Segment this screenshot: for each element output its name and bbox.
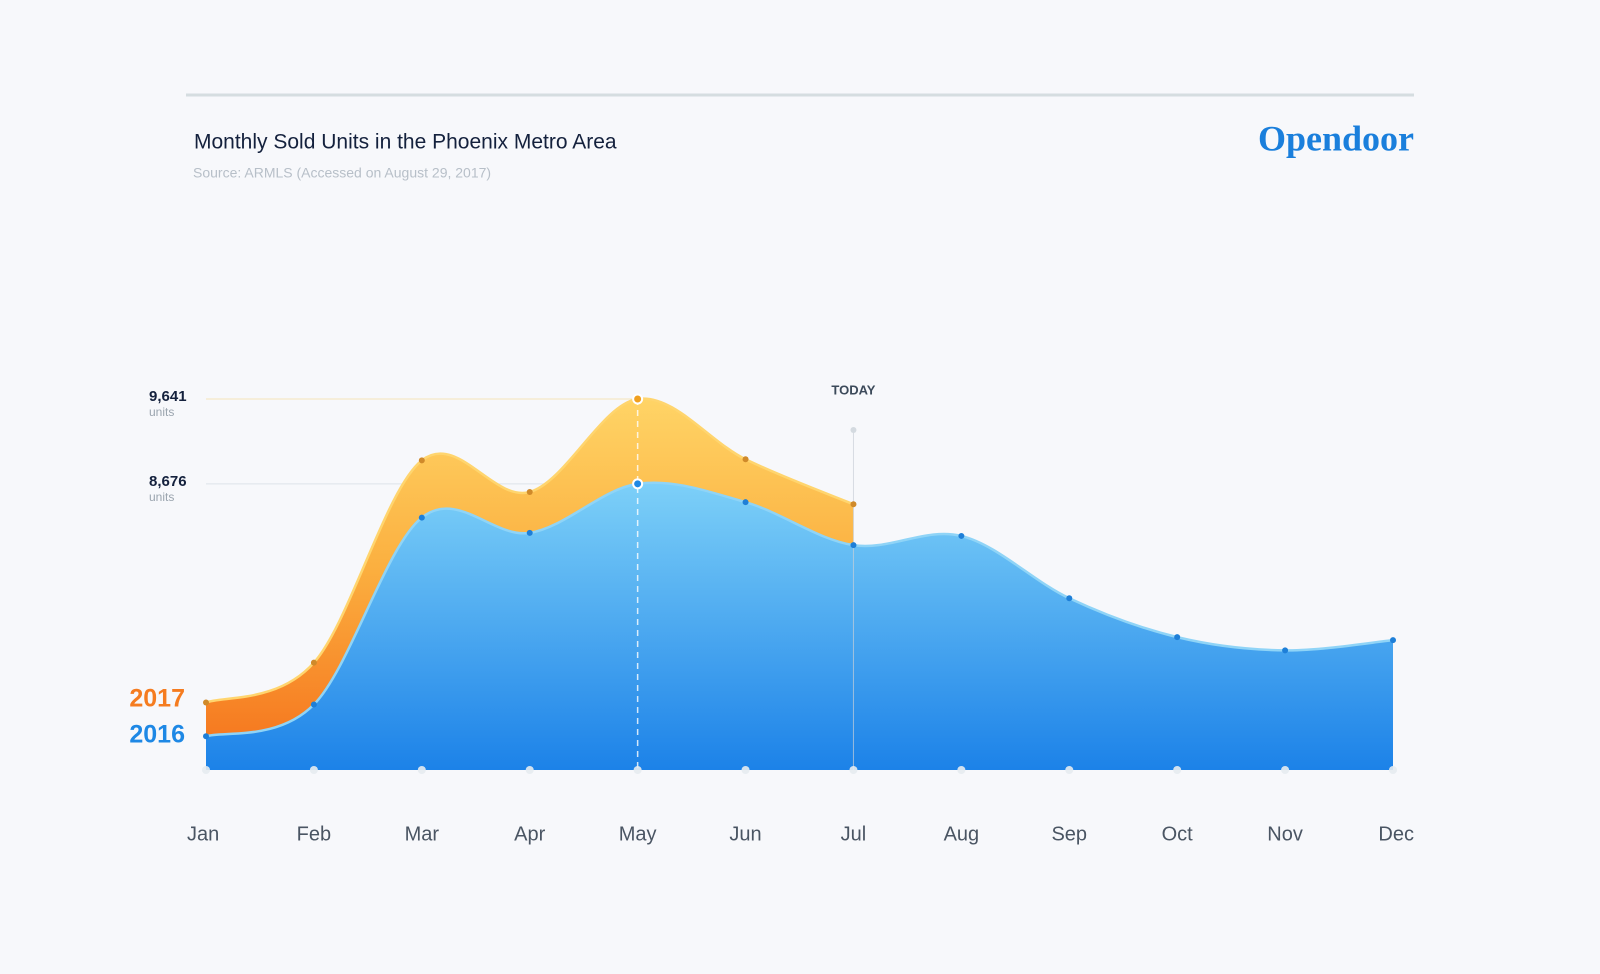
- x-tick-label: Dec: [1378, 823, 1414, 845]
- point: [418, 457, 425, 464]
- base-dot: [1389, 766, 1397, 774]
- point: [1390, 637, 1396, 644]
- x-tick-label: Mar: [405, 823, 440, 845]
- x-tick-label: Jan: [187, 823, 219, 845]
- y-tick-label: 9,641: [149, 388, 187, 405]
- area: [206, 482, 1393, 770]
- point: [203, 699, 209, 706]
- unit-label: units: [149, 405, 174, 419]
- base-dot: [1173, 766, 1182, 774]
- x-tick-label: Jul: [841, 823, 867, 845]
- point: [526, 488, 533, 495]
- x-tick-label: Aug: [944, 823, 980, 845]
- point: [632, 478, 644, 490]
- unit-label: units: [149, 490, 174, 504]
- x-tick-label: Feb: [297, 823, 331, 845]
- x-tick-label: May: [619, 823, 657, 845]
- legend-label: 2017: [129, 685, 185, 713]
- x-tick-label: Nov: [1267, 823, 1303, 845]
- legend-label: 2016: [129, 721, 185, 749]
- brand-logo: Opendoor: [1258, 118, 1414, 158]
- base-dot: [957, 766, 966, 774]
- x-tick-label: Sep: [1051, 823, 1087, 845]
- y-tick-label: 8,676: [149, 473, 187, 490]
- base-dot: [741, 766, 750, 774]
- point: [203, 733, 209, 740]
- point: [310, 701, 317, 708]
- base-dot: [309, 766, 318, 774]
- annotation: TODAY: [831, 382, 875, 397]
- point: [418, 514, 425, 521]
- chart-title: Monthly Sold Units in the Phoenix Metro …: [194, 131, 617, 154]
- today-dot: [850, 427, 857, 433]
- base-dot: [417, 766, 426, 774]
- point: [310, 659, 317, 666]
- base-dot: [1281, 766, 1290, 774]
- x-tick-label: Oct: [1162, 823, 1194, 845]
- base-dot: [633, 766, 642, 774]
- point: [742, 499, 749, 506]
- point: [850, 501, 857, 508]
- point: [1282, 647, 1289, 654]
- point: [1066, 595, 1073, 602]
- point: [958, 532, 965, 539]
- base-dot: [849, 766, 858, 774]
- chart-subtitle: Source: ARMLS (Accessed on August 29, 20…: [193, 165, 491, 181]
- point: [742, 456, 749, 463]
- base-dot: [1065, 766, 1074, 774]
- point: [1174, 634, 1181, 641]
- base-dot: [202, 766, 210, 774]
- point: [850, 542, 857, 549]
- x-tick-label: Apr: [514, 823, 545, 845]
- point: [632, 393, 644, 405]
- x-tick-label: Jun: [729, 823, 761, 845]
- point: [526, 529, 533, 536]
- base-dot: [525, 766, 534, 774]
